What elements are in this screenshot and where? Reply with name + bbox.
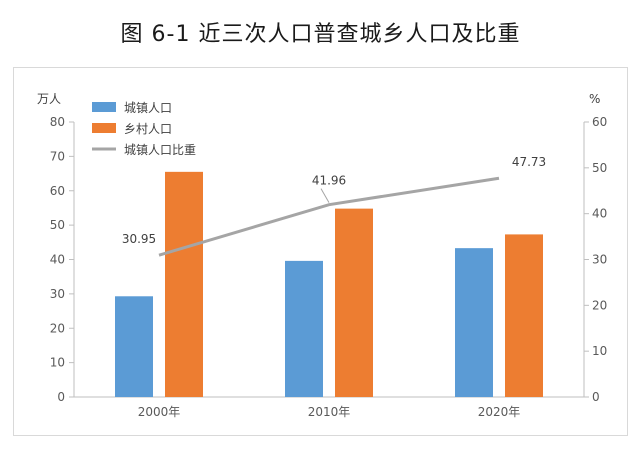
legend-label: 乡村人口 bbox=[124, 122, 172, 136]
left-tick-label: 60 bbox=[50, 184, 65, 198]
right-axis-unit: % bbox=[589, 92, 600, 106]
left-axis-unit: 万人 bbox=[37, 92, 61, 106]
left-tick-label: 30 bbox=[50, 287, 65, 301]
rural-bar bbox=[335, 208, 373, 397]
left-axis: 0 10 20 30 40 50 60 70 80 万人 bbox=[37, 92, 75, 404]
right-tick-label: 40 bbox=[592, 207, 607, 221]
urban-bar bbox=[115, 296, 153, 397]
rural-bar bbox=[505, 234, 543, 397]
urban-bar bbox=[285, 260, 323, 397]
right-tick-label: 30 bbox=[592, 253, 607, 267]
ratio-data-label: 30.95 bbox=[122, 232, 156, 246]
right-tick-label: 20 bbox=[592, 298, 607, 312]
right-tick-label: 0 bbox=[592, 390, 600, 404]
left-tick-label: 0 bbox=[57, 390, 65, 404]
x-axis: 2000年 2010年 2020年 bbox=[74, 396, 584, 419]
rural-bar bbox=[165, 171, 203, 397]
urban-bar bbox=[455, 248, 493, 397]
legend-label: 城镇人口 bbox=[124, 101, 172, 115]
bars bbox=[115, 171, 543, 397]
left-tick-label: 40 bbox=[50, 253, 65, 267]
figure-title: 图 6-1 近三次人口普查城乡人口及比重 bbox=[120, 22, 521, 47]
ratio-data-label: 47.73 bbox=[512, 155, 546, 169]
right-tick-label: 50 bbox=[592, 161, 607, 175]
x-tick-label: 2010年 bbox=[308, 405, 351, 419]
left-tick-label: 20 bbox=[50, 321, 65, 335]
legend-swatch bbox=[92, 123, 116, 133]
right-axis: 0 10 20 30 40 50 60% bbox=[583, 92, 607, 404]
ratio-line: 30.95 41.96 47.73 bbox=[122, 155, 546, 257]
left-tick-label: 50 bbox=[50, 218, 65, 232]
ratio-data-label: 41.96 bbox=[312, 174, 346, 188]
left-tick-label: 10 bbox=[50, 356, 65, 370]
legend-label: 城镇人口比重 bbox=[124, 143, 196, 157]
chart-frame: 0 10 20 30 40 50 60 70 80 万人 0 10 20 30 40 50 60% 2000年… bbox=[13, 67, 628, 436]
data-label-leader bbox=[320, 188, 330, 203]
chart-svg: 0 10 20 30 40 50 60 70 80 万人 0 10 20 30 40 50 60% 2000年… bbox=[37, 92, 607, 419]
right-tick-label: 10 bbox=[592, 344, 607, 358]
left-tick-label: 80 bbox=[50, 115, 65, 129]
right-tick-label: 60 bbox=[592, 115, 607, 129]
x-tick-label: 2020年 bbox=[478, 405, 521, 419]
x-tick-label: 2000年 bbox=[138, 405, 181, 419]
ratio-line-path bbox=[158, 176, 500, 257]
left-tick-label: 70 bbox=[50, 149, 65, 163]
legend-swatch bbox=[92, 102, 116, 112]
